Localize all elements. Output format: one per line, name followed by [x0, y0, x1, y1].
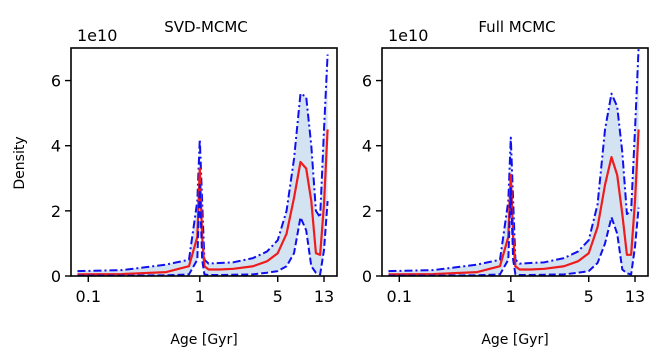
y-tick-label: 4 [362, 137, 372, 156]
x-axis-label: Age [Gyr] [170, 332, 237, 348]
plot-area [381, 47, 649, 277]
x-axis-label: Age [Gyr] [481, 332, 548, 348]
series-median-line [388, 129, 640, 276]
x-tick-label: 5 [584, 287, 594, 306]
x-tick-label: 0.1 [76, 287, 101, 306]
axes-frame [70, 47, 338, 277]
panel-full-mcmc: 0.1 1 5 13 0 2 4 6 Full MCMC 1e10 Age [Gyr] [362, 18, 649, 348]
y-tick-label: 6 [362, 72, 372, 91]
x-axis-ticks: 0.1 1 5 13 [76, 276, 334, 306]
x-tick-label: 5 [273, 287, 283, 306]
y-axis-ticks: 0 2 4 6 [362, 72, 382, 286]
offset-text: 1e10 [77, 26, 117, 45]
x-tick-label: 13 [625, 287, 645, 306]
x-tick-label: 0.1 [387, 287, 412, 306]
chart-title: SVD-MCMC [164, 18, 248, 36]
y-axis-label: Density [12, 136, 28, 189]
x-tick-label: 1 [506, 287, 516, 306]
x-tick-label: 1 [195, 287, 205, 306]
y-tick-label: 0 [51, 267, 61, 286]
x-tick-label: 13 [314, 287, 334, 306]
series-upper-line [77, 54, 329, 273]
y-tick-label: 4 [51, 137, 61, 156]
y-tick-label: 6 [51, 72, 61, 91]
y-tick-label: 0 [362, 267, 372, 286]
offset-text: 1e10 [388, 26, 428, 45]
axes-frame [381, 47, 649, 277]
series-upper-line [388, 48, 640, 273]
y-tick-label: 2 [362, 202, 372, 221]
series-lower-line [77, 183, 329, 276]
y-axis-ticks: 0 2 4 6 [51, 72, 71, 286]
panel-svd-mcmc: 0.1 1 5 13 0 2 4 6 SVD-MCMC 1e10 Age [Gyr] [51, 18, 338, 348]
y-tick-label: 2 [51, 202, 61, 221]
plot-area [70, 47, 338, 277]
chart-title: Full MCMC [478, 18, 555, 36]
series-median-line [77, 129, 329, 276]
plot-marks [77, 54, 329, 276]
x-axis-ticks: 0.1 1 5 13 [387, 276, 645, 306]
plot-marks [388, 48, 640, 276]
series-lower-line [388, 187, 640, 276]
